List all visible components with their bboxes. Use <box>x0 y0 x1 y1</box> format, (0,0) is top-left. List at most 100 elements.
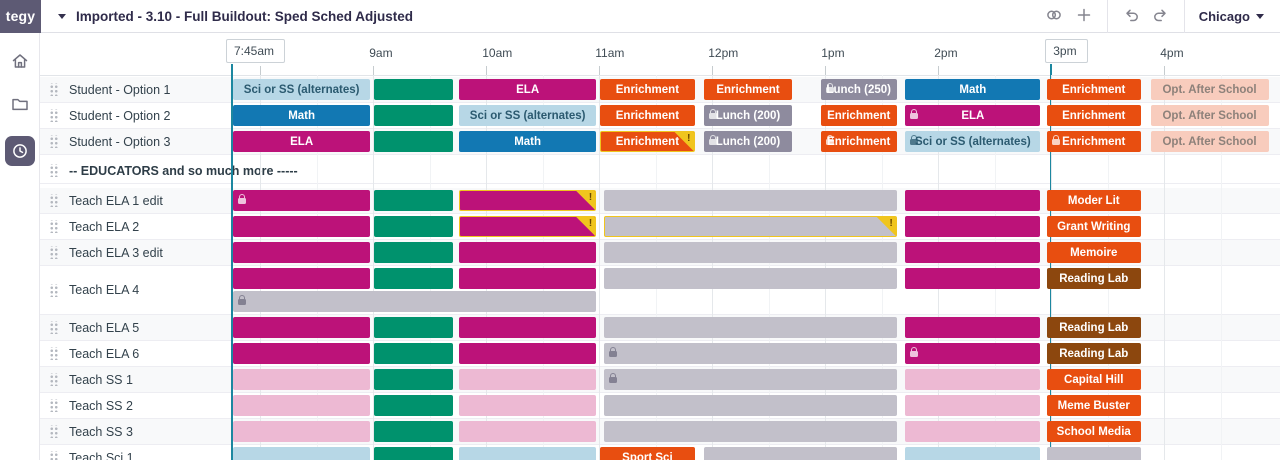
schedule-block[interactable] <box>374 395 453 416</box>
schedule-block[interactable] <box>374 131 453 152</box>
undo-button[interactable] <box>1118 3 1144 29</box>
schedule-block[interactable] <box>374 421 453 442</box>
schedule-block[interactable] <box>603 242 897 263</box>
schedule-block[interactable] <box>374 79 453 100</box>
schedule-block[interactable] <box>374 105 453 126</box>
drag-handle-icon[interactable] <box>49 135 58 148</box>
drag-handle-icon[interactable] <box>49 164 58 177</box>
drag-handle-icon[interactable] <box>49 246 58 259</box>
schedule-block[interactable] <box>233 447 371 460</box>
schedule-block[interactable]: Enrichment <box>820 105 897 126</box>
schedule-block[interactable] <box>603 190 897 211</box>
row-label[interactable]: Student - Option 3 <box>40 129 232 154</box>
schedule-block[interactable]: ELA <box>905 105 1041 126</box>
row-label[interactable]: Teach ELA 1 edit <box>40 188 232 213</box>
drag-handle-icon[interactable] <box>49 321 58 334</box>
schedule-block[interactable]: Meme Buster <box>1046 395 1141 416</box>
row-label[interactable]: Teach ELA 4 <box>40 266 232 314</box>
schedule-block[interactable]: Capital Hill <box>1046 369 1141 390</box>
row-label[interactable]: Teach ELA 5 <box>40 315 232 340</box>
schedule-block[interactable]: ! <box>459 216 597 237</box>
schedule-block[interactable] <box>374 216 453 237</box>
schedule-block[interactable] <box>374 343 453 364</box>
schedule-block[interactable] <box>603 421 897 442</box>
row-label[interactable]: Teach SS 2 <box>40 393 232 418</box>
schedule-block[interactable]: Grant Writing <box>1046 216 1141 237</box>
schedule-block[interactable]: Memoire <box>1046 242 1141 263</box>
schedule-block[interactable]: Sport Sci <box>600 447 695 460</box>
schedule-block[interactable]: Sci or SS (alternates) <box>459 105 597 126</box>
schedule-block[interactable]: School Media <box>1046 421 1141 442</box>
schedule-block[interactable] <box>905 343 1041 364</box>
drag-handle-icon[interactable] <box>49 347 58 360</box>
schedule-block[interactable] <box>704 447 897 460</box>
schedule-block[interactable]: ! <box>459 190 597 211</box>
schedule-block[interactable] <box>905 216 1041 237</box>
schedule-block[interactable]: Enrichment <box>1046 79 1141 100</box>
schedule-block[interactable]: Enrichment <box>1046 131 1141 152</box>
schedule-block[interactable] <box>459 395 597 416</box>
sidebar-item-home[interactable] <box>0 45 40 79</box>
schedule-block[interactable] <box>459 421 597 442</box>
schedule-block[interactable] <box>233 291 597 312</box>
schedule-block[interactable]: Lunch (250) <box>820 79 897 100</box>
schedule-block[interactable] <box>459 268 597 289</box>
drag-handle-icon[interactable] <box>49 220 58 233</box>
schedule-block[interactable] <box>233 190 371 211</box>
drag-handle-icon[interactable] <box>49 194 58 207</box>
schedule-block[interactable] <box>374 190 453 211</box>
schedule-block[interactable] <box>603 268 897 289</box>
schedule-block[interactable]: Sci or SS (alternates) <box>233 79 371 100</box>
schedule-block[interactable] <box>374 447 453 460</box>
schedule-block[interactable] <box>233 369 371 390</box>
schedule-block[interactable] <box>374 242 453 263</box>
schedule-block[interactable]: Enrichment <box>820 131 897 152</box>
schedule-block[interactable]: ELA <box>459 79 597 100</box>
link-button[interactable] <box>1041 3 1067 29</box>
schedule-block[interactable]: Enrichment! <box>600 131 695 152</box>
schedule-block[interactable]: Reading Lab <box>1046 343 1141 364</box>
schedule-block[interactable] <box>905 268 1041 289</box>
drag-handle-icon[interactable] <box>49 425 58 438</box>
sidebar-item-files[interactable] <box>0 88 40 122</box>
time-label[interactable]: 7:45am <box>226 39 286 63</box>
schedule-block[interactable]: Lunch (200) <box>704 105 792 126</box>
schedule-block[interactable] <box>374 317 453 338</box>
schedule-block[interactable] <box>603 395 897 416</box>
title-dropdown-caret-icon[interactable] <box>58 13 66 19</box>
row-label[interactable]: Teach ELA 3 edit <box>40 240 232 265</box>
schedule-block[interactable] <box>905 242 1041 263</box>
schedule-block[interactable]: Math <box>233 105 371 126</box>
schedule-block[interactable]: Lunch (200) <box>704 131 792 152</box>
schedule-block[interactable]: Math <box>905 79 1041 100</box>
schedule-block[interactable]: Moder Lit <box>1046 190 1141 211</box>
drag-handle-icon[interactable] <box>49 373 58 386</box>
schedule-block[interactable] <box>459 343 597 364</box>
schedule-block[interactable] <box>459 369 597 390</box>
schedule-block[interactable] <box>233 216 371 237</box>
schedule-block[interactable]: Enrichment <box>704 79 792 100</box>
drag-handle-icon[interactable] <box>49 283 58 297</box>
redo-button[interactable] <box>1148 3 1174 29</box>
row-label[interactable]: Teach ELA 6 <box>40 341 232 366</box>
schedule-block[interactable]: Sci or SS (alternates) <box>905 131 1041 152</box>
sidebar-item-history[interactable] <box>0 131 40 171</box>
app-logo[interactable]: tegy <box>0 0 41 33</box>
row-label[interactable]: Teach SS 3 <box>40 419 232 444</box>
schedule-block[interactable] <box>459 447 597 460</box>
schedule-block[interactable] <box>905 447 1041 460</box>
schedule-block[interactable]: Opt. After School <box>1150 131 1269 152</box>
schedule-block[interactable] <box>905 317 1041 338</box>
schedule-block[interactable] <box>233 242 371 263</box>
schedule-block[interactable]: Enrichment <box>1046 105 1141 126</box>
schedule-block[interactable] <box>603 317 897 338</box>
row-label[interactable]: -- EDUCATORS and so much more ----- <box>40 158 298 183</box>
schedule-block[interactable] <box>603 343 897 364</box>
drag-handle-icon[interactable] <box>49 451 58 460</box>
row-label[interactable]: Teach SS 1 <box>40 367 232 392</box>
schedule-block[interactable] <box>233 421 371 442</box>
drag-handle-icon[interactable] <box>49 109 58 122</box>
schedule-block[interactable] <box>374 268 453 289</box>
schedule-block[interactable] <box>459 317 597 338</box>
row-label[interactable]: Teach Sci 1 <box>40 445 232 460</box>
